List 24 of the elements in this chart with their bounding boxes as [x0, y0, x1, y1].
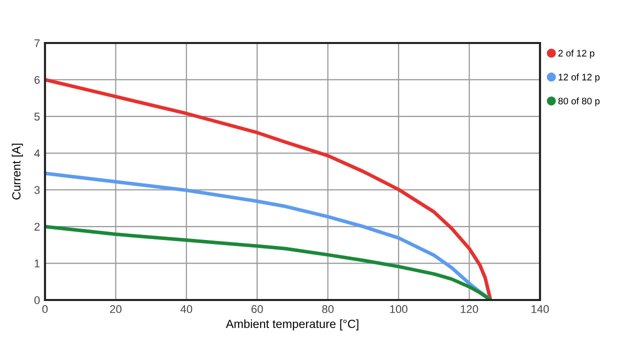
legend-label: 12 of 12 p: [558, 74, 600, 82]
x-tick-label: 60: [252, 305, 263, 314]
y-tick-label: 0: [34, 296, 40, 304]
y-tick-label: 2: [34, 222, 40, 231]
y-tick-label: 1: [34, 260, 40, 268]
legend-label: 80 of 80 p: [558, 97, 600, 106]
line-series: [45, 172, 492, 300]
legend-label: 2 of 12 p: [558, 50, 594, 58]
x-tick-label: 40: [180, 305, 192, 314]
x-tick-label: 120: [460, 305, 478, 314]
x-tick-label: 140: [532, 305, 549, 314]
line-series: [45, 78, 492, 300]
y-tick-label: 6: [34, 76, 40, 84]
x-tick-label: 100: [390, 305, 408, 314]
y-tick-label: 7: [34, 39, 40, 48]
x-axis-title: Ambient temperature [°C]: [226, 319, 358, 330]
y-tick-label: 3: [34, 186, 40, 194]
line-series: [45, 224, 492, 300]
x-tick-label: 80: [322, 305, 334, 314]
y-tick-label: 4: [34, 150, 40, 158]
y-tick-label: 5: [34, 112, 40, 121]
x-tick-label: 20: [110, 305, 122, 314]
y-axis-title: Current [A]: [12, 144, 23, 200]
x-tick-label: 0: [42, 305, 48, 314]
